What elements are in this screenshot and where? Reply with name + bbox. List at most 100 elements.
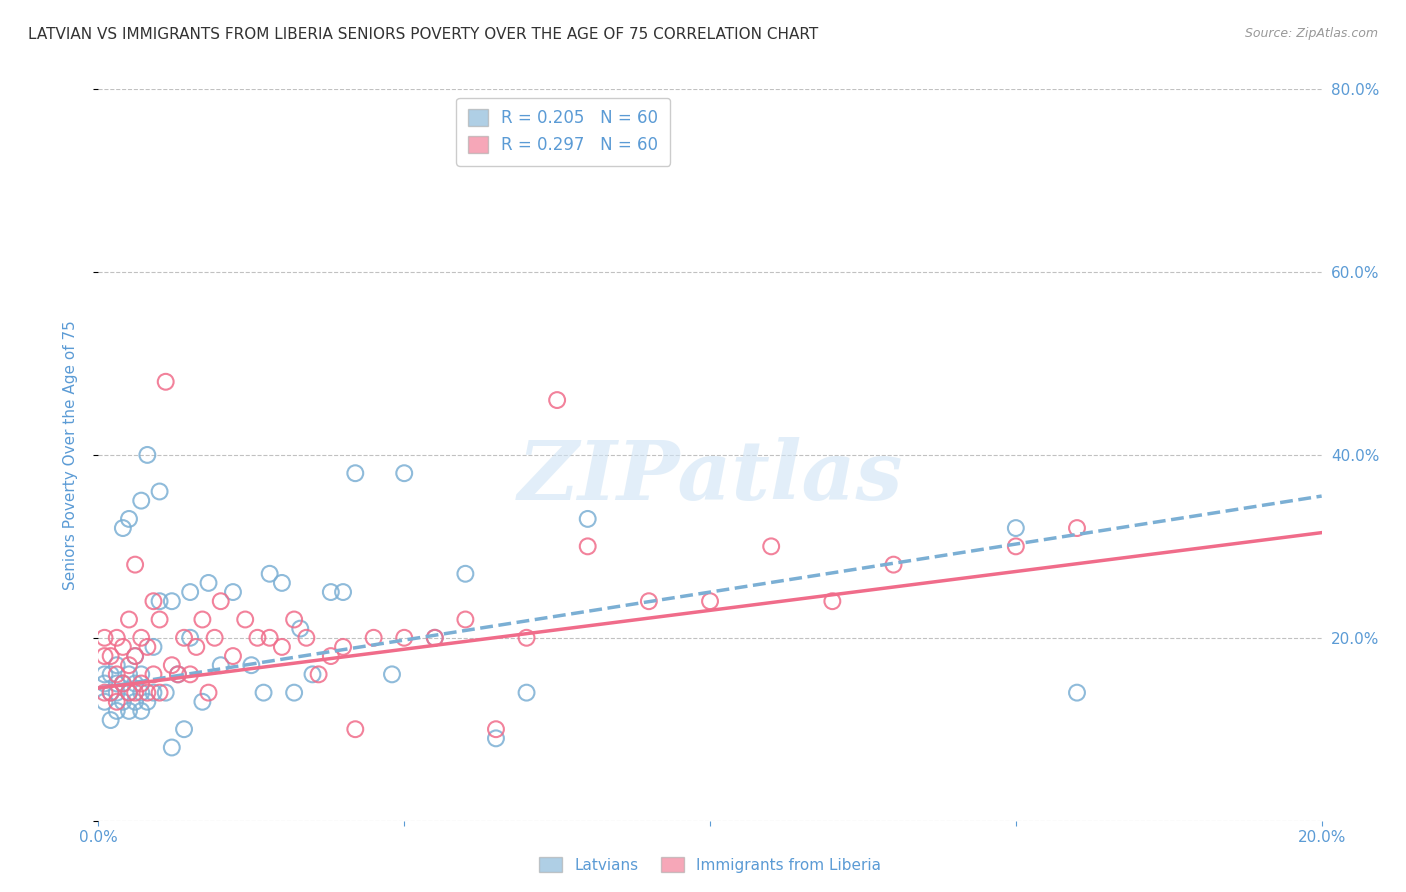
Point (1004, 521, 1026, 535)
Point (454, 613, 477, 627)
Point (179, 667, 201, 681)
Point (149, 484, 172, 499)
Point (124, 695, 146, 709)
Point (149, 685, 172, 699)
Point (699, 594, 721, 608)
Text: Source: ZipAtlas.com: Source: ZipAtlas.com (1244, 27, 1378, 40)
Legend: Latvians, Immigrants from Liberia: Latvians, Immigrants from Liberia (533, 851, 887, 879)
Point (381, 667, 404, 681)
Point (423, 631, 446, 645)
Point (319, 649, 342, 664)
Point (363, 631, 385, 645)
Point (1066, 685, 1088, 699)
Y-axis label: Seniors Poverty Over the Age of 75: Seniors Poverty Over the Age of 75 (63, 320, 77, 590)
Point (576, 512, 599, 526)
Point (1004, 539, 1026, 553)
Point (124, 558, 146, 572)
Point (209, 658, 232, 673)
Point (197, 576, 219, 591)
Point (516, 631, 538, 645)
Point (209, 594, 232, 608)
Point (252, 685, 274, 699)
Point (93, 667, 115, 681)
Point (259, 566, 281, 581)
Point (111, 676, 134, 690)
Point (179, 631, 201, 645)
Point (392, 466, 416, 480)
Point (332, 640, 354, 654)
Point (344, 466, 367, 480)
Point (124, 649, 146, 664)
Point (111, 695, 134, 709)
Point (136, 640, 159, 654)
Text: ZIPatlas: ZIPatlas (517, 437, 903, 516)
Point (155, 375, 177, 389)
Point (155, 685, 177, 699)
Point (173, 723, 195, 737)
Point (167, 667, 190, 681)
Point (111, 676, 134, 690)
Point (319, 585, 342, 599)
Point (100, 685, 122, 699)
Point (129, 676, 152, 690)
Point (821, 594, 844, 608)
Point (129, 667, 152, 681)
Point (118, 667, 141, 681)
Point (93, 695, 115, 709)
Point (485, 731, 508, 746)
Point (233, 613, 256, 627)
Point (149, 613, 172, 627)
Point (160, 658, 183, 673)
Point (100, 649, 122, 664)
Point (129, 493, 152, 508)
Point (124, 685, 146, 699)
Point (344, 723, 367, 737)
Point (105, 695, 128, 709)
Point (136, 695, 159, 709)
Point (136, 685, 159, 699)
Point (160, 594, 183, 608)
Point (118, 685, 141, 699)
Point (118, 704, 141, 718)
Point (124, 676, 146, 690)
Point (118, 512, 141, 526)
Point (883, 558, 905, 572)
Point (1066, 521, 1088, 535)
Point (93, 676, 115, 690)
Point (124, 649, 146, 664)
Point (246, 631, 269, 645)
Point (546, 392, 568, 407)
Point (240, 658, 263, 673)
Point (222, 585, 245, 599)
Point (118, 685, 141, 699)
Point (186, 640, 208, 654)
Point (332, 585, 354, 599)
Point (167, 667, 190, 681)
Point (149, 594, 172, 608)
Point (485, 723, 508, 737)
Point (222, 649, 245, 664)
Point (100, 713, 122, 727)
Point (129, 704, 152, 718)
Point (516, 685, 538, 699)
Point (100, 685, 122, 699)
Point (637, 594, 661, 608)
Point (295, 631, 318, 645)
Point (129, 685, 152, 699)
Point (105, 631, 128, 645)
Point (270, 576, 292, 591)
Point (118, 613, 141, 627)
Point (105, 658, 128, 673)
Point (290, 622, 312, 636)
Point (93, 631, 115, 645)
Point (118, 658, 141, 673)
Point (270, 640, 292, 654)
Point (111, 640, 134, 654)
Point (105, 676, 128, 690)
Point (105, 685, 128, 699)
Point (423, 631, 446, 645)
Point (129, 631, 152, 645)
Point (301, 667, 323, 681)
Point (142, 640, 165, 654)
Point (283, 613, 305, 627)
